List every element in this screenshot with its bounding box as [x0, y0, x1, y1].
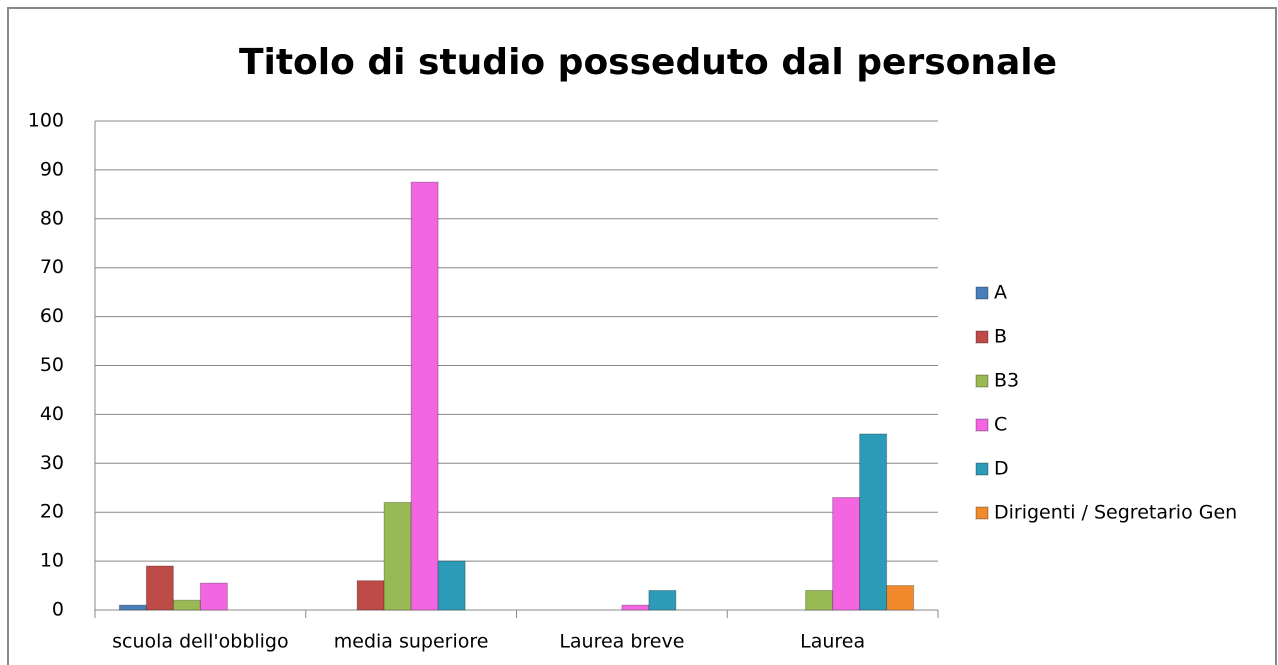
y-tick-label: 10 [40, 550, 64, 572]
bar [886, 585, 915, 611]
legend-swatch [975, 418, 989, 432]
bar [118, 604, 147, 611]
chart-border [7, 7, 1277, 665]
x-tick-label: Laurea [800, 631, 865, 653]
y-tick-label: 60 [40, 305, 64, 327]
legend-label: Dirigenti / Segretario Gen [994, 502, 1237, 524]
x-tick-label: media superiore [334, 631, 489, 653]
bar [145, 565, 174, 611]
y-tick-label: 20 [40, 501, 64, 523]
y-tick-label: 80 [40, 207, 64, 229]
legend-swatch [975, 374, 989, 388]
y-tick-label: 90 [40, 158, 64, 180]
legend-label: A [994, 282, 1007, 304]
y-tick-label: 30 [40, 452, 64, 474]
bar [172, 599, 201, 611]
bar [410, 181, 439, 611]
bar [437, 560, 466, 611]
legend-label: D [994, 458, 1009, 480]
bar [356, 580, 385, 611]
bar [859, 433, 888, 611]
y-tick-label: 40 [40, 403, 64, 425]
y-tick-label: 70 [40, 256, 64, 278]
legend-swatch [975, 506, 989, 520]
chart-title: Titolo di studio posseduto dal personale [239, 42, 1057, 83]
bar [648, 589, 677, 611]
legend-swatch [975, 286, 989, 300]
bar [199, 582, 228, 611]
y-tick-label: 50 [40, 354, 64, 376]
legend-label: C [994, 414, 1007, 436]
bar [383, 501, 412, 611]
y-tick-label: 0 [52, 599, 64, 621]
bar [805, 589, 834, 611]
y-tick-label: 100 [28, 110, 64, 132]
legend-label: B [994, 326, 1007, 348]
bar [832, 497, 861, 611]
x-tick-label: Laurea breve [559, 631, 684, 653]
legend-swatch [975, 462, 989, 476]
bar [621, 604, 650, 611]
legend-swatch [975, 330, 989, 344]
x-tick-label: scuola dell'obbligo [112, 631, 289, 653]
legend-label: B3 [994, 370, 1019, 392]
